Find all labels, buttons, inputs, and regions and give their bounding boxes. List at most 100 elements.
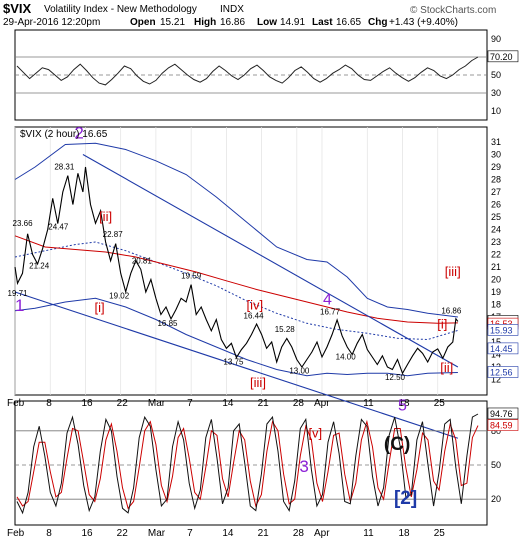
stoch-right-tag: 94.76 — [490, 409, 513, 419]
price-x-label: 18 — [399, 398, 411, 409]
price-tick-label: 24 — [491, 225, 501, 235]
high-value: 16.86 — [220, 17, 245, 28]
price-x-label: Feb — [7, 398, 25, 409]
open-value: 15.21 — [160, 17, 185, 28]
rsi-tick-label: 30 — [491, 88, 501, 98]
price-value-label: 21.24 — [29, 261, 50, 270]
stoch-right-tag-box — [487, 419, 519, 431]
chart-symbol: $VIX — [3, 1, 32, 16]
wave-label: 2 — [74, 123, 83, 142]
low-label: Low — [257, 17, 277, 28]
stoch-annotation: [v] — [308, 426, 322, 441]
stoch-x-label: 16 — [81, 528, 93, 539]
price-x-label: 28 — [293, 398, 305, 409]
stoch-x-label: 8 — [46, 528, 52, 539]
rsi-panel: 103050709070.20 — [15, 34, 519, 116]
price-line — [14, 166, 459, 375]
price-value-label: 22.87 — [103, 230, 124, 239]
price-tick-label: 30 — [491, 150, 501, 160]
wave-label: [iii] — [445, 264, 461, 279]
chart-name: Volatility Index - New Methodology — [44, 4, 197, 15]
stoch-x-label: 18 — [399, 528, 411, 539]
price-tick-label: 20 — [491, 275, 501, 285]
price-x-label: 7 — [187, 398, 193, 409]
wave-label: [i] — [95, 300, 105, 315]
price-tick-label: 14 — [491, 350, 501, 360]
rsi-line — [16, 56, 479, 86]
wave-label: [iv] — [247, 298, 264, 313]
price-x-label: 22 — [117, 398, 129, 409]
rsi-tick-label: 50 — [491, 70, 501, 80]
stockcharts-credit: © StockCharts.com — [410, 5, 496, 16]
stoch-panel: 20508094.7684.59[v]53(C)[2]Feb81622Mar71… — [7, 397, 519, 539]
wave-label: [ii] — [99, 209, 112, 224]
price-x-label: 11 — [363, 398, 374, 409]
chart-exchange: INDX — [220, 4, 244, 15]
high-label: High — [194, 17, 216, 28]
stoch-annotation: (C) — [384, 434, 410, 455]
stoch-annotation: 3 — [299, 457, 308, 476]
price-value-label: 15.28 — [275, 325, 296, 334]
wave-label: [iii] — [250, 375, 266, 390]
stoch-x-label: Mar — [148, 528, 166, 539]
chart-datetime: 29-Apr-2016 12:20pm — [3, 17, 100, 28]
price-right-tag-box — [487, 366, 519, 378]
stoch-x-label: 14 — [222, 528, 234, 539]
price-tick-label: 31 — [491, 137, 501, 147]
price-value-label: 13.75 — [223, 358, 244, 367]
stoch-x-label: 21 — [258, 528, 270, 539]
price-tick-label: 23 — [491, 237, 501, 247]
price-right-tag: 15.93 — [490, 325, 513, 335]
moving-average-line — [14, 235, 458, 324]
open-label: Open — [130, 17, 156, 28]
stoch-tick-label: 20 — [491, 494, 501, 504]
wave-label: [ii] — [440, 360, 453, 375]
stoch-right-tag-box — [487, 407, 519, 420]
price-tick-label: 27 — [491, 187, 501, 197]
price-value-label: 19.02 — [109, 291, 130, 300]
wave-label: 4 — [323, 292, 332, 309]
price-panel-title: $VIX (2 hour) 16.65 — [20, 129, 108, 140]
price-right-tag: 14.45 — [490, 344, 513, 354]
price-value-label: 16.85 — [157, 319, 178, 328]
channel-upper-line — [82, 154, 459, 368]
bollinger-mid-line — [14, 241, 459, 341]
rsi-last-tag: 70.20 — [490, 52, 513, 62]
stoch-annotation: 5 — [398, 397, 407, 414]
price-x-label: Mar — [148, 398, 166, 409]
price-value-label: 16.86 — [441, 306, 462, 315]
price-x-label: 25 — [434, 398, 446, 409]
price-panel: 1213141516171819202122232425262728293031… — [7, 123, 519, 439]
stoch-x-label: Apr — [314, 528, 330, 539]
price-value-label: 23.66 — [13, 219, 34, 228]
bollinger-lower-line — [14, 297, 458, 377]
rsi-tick-label: 10 — [491, 106, 501, 116]
stoch-right-tag: 84.59 — [490, 421, 513, 431]
price-x-label: 8 — [46, 398, 52, 409]
bollinger-upper-line — [14, 142, 458, 318]
price-tick-label: 15 — [491, 337, 501, 347]
price-tick-label: 19 — [491, 287, 501, 297]
wave-label: [i] — [437, 316, 447, 331]
price-value-label: 28.31 — [54, 163, 75, 172]
price-x-label: 21 — [258, 398, 270, 409]
low-value: 14.91 — [280, 17, 305, 28]
last-label: Last — [312, 17, 333, 28]
rsi-last-tag-box — [487, 50, 519, 63]
price-right-tag: 12.56 — [490, 368, 513, 378]
price-tick-label: 18 — [491, 300, 501, 310]
stoch-x-label: 28 — [293, 528, 305, 539]
channel-lower-line — [14, 291, 459, 439]
price-tick-label: 22 — [491, 250, 501, 260]
price-panel-frame — [14, 126, 488, 396]
price-value-label: 16.77 — [320, 308, 341, 317]
stoch-x-label: 7 — [187, 528, 193, 539]
price-value-label: 20.81 — [132, 256, 153, 265]
price-value-label: 13.00 — [289, 366, 310, 375]
stoch-fast-line — [16, 413, 479, 515]
price-value-label: 16.44 — [244, 311, 265, 320]
price-value-label: 12.50 — [385, 373, 406, 382]
wave-label: 1 — [15, 296, 24, 315]
price-tick-label: 21 — [491, 262, 501, 272]
